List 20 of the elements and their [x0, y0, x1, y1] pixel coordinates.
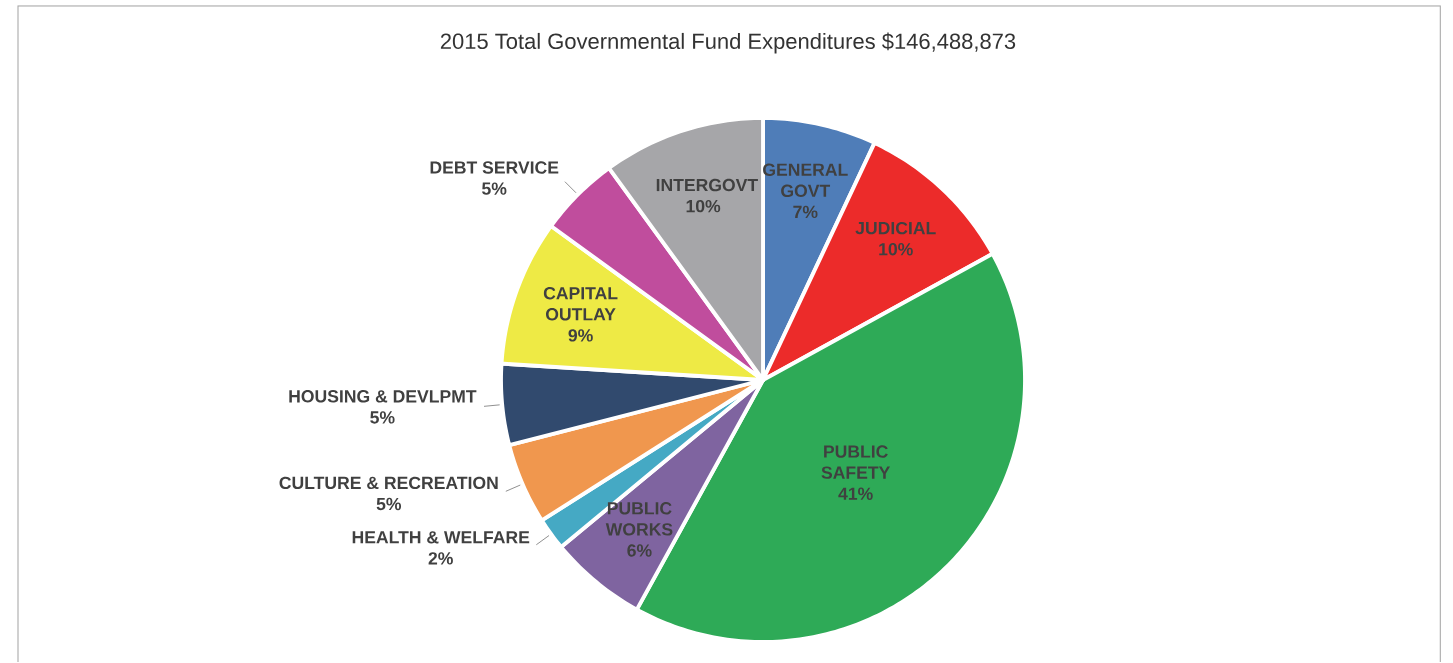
slice-label: INTERGOVT: [656, 179, 758, 192]
slice-label: DEBT SERVICE: [430, 161, 559, 174]
data-label: 10%: [686, 200, 721, 213]
data-label: 7%: [793, 205, 818, 219]
data-label: 2%: [428, 552, 453, 565]
slice-label: PUBLIC WORKS: [605, 502, 673, 536]
slice-label: CULTURE & RECREATION: [279, 476, 498, 490]
data-label: 9%: [568, 329, 593, 342]
data-label: 10%: [879, 243, 913, 256]
slice-label: CAPITAL OUTLAY: [543, 287, 618, 321]
data-label: 5%: [482, 182, 507, 196]
data-label: 5%: [370, 411, 395, 424]
slice-label: HOUSING & DEVLPMT: [289, 390, 477, 403]
chart-title: 2015 Total Governmental Fund Expenditures $146,488,873: [440, 32, 1016, 54]
slice-label: HEALTH & WELFARE: [352, 531, 530, 544]
slice-label: PUBLIC SAFETY: [821, 445, 891, 480]
slice-label: JUDICIAL: [855, 222, 936, 235]
data-label: 5%: [376, 498, 402, 511]
data-label: 41%: [838, 487, 873, 501]
data-label: 6%: [627, 544, 652, 557]
